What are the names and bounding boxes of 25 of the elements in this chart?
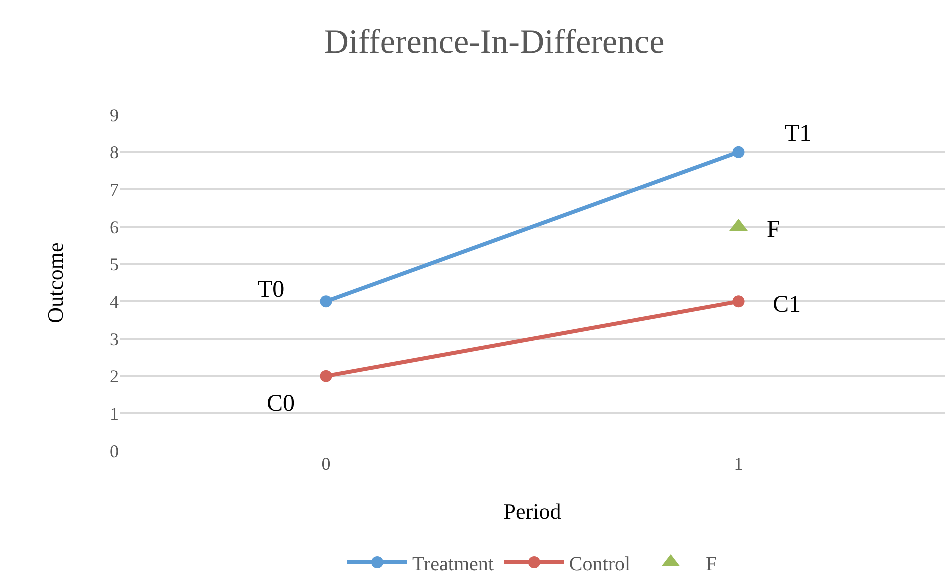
point [732, 296, 745, 308]
x-axis-title: Period [504, 498, 562, 524]
y-tick-label: 5 [110, 254, 119, 275]
y-tick-label: 4 [110, 292, 119, 312]
point [732, 146, 745, 158]
annotation: C0 [267, 391, 296, 417]
legend-label: Control [569, 553, 631, 576]
y-tick-label: 2 [110, 366, 119, 387]
point [320, 296, 332, 308]
y-tick-label: 7 [110, 180, 119, 200]
y-tick-label: 0 [110, 441, 119, 462]
chart-title: Difference-In-Difference [324, 24, 665, 61]
annotation: F [767, 217, 780, 243]
y-tick-label: 9 [110, 105, 119, 126]
annotation: T0 [258, 277, 285, 303]
annotation: C1 [773, 292, 802, 318]
y-tick-label: 1 [110, 404, 119, 424]
y-tick-label: 6 [110, 217, 119, 238]
y-axis-title: Outcome [42, 242, 68, 324]
annotation: T1 [785, 121, 812, 147]
legend-label: Treatment [412, 553, 494, 576]
point [320, 370, 332, 382]
y-tick-label: 8 [110, 142, 119, 163]
y-tick-label: 3 [110, 329, 119, 350]
legend-label: F [706, 553, 718, 576]
